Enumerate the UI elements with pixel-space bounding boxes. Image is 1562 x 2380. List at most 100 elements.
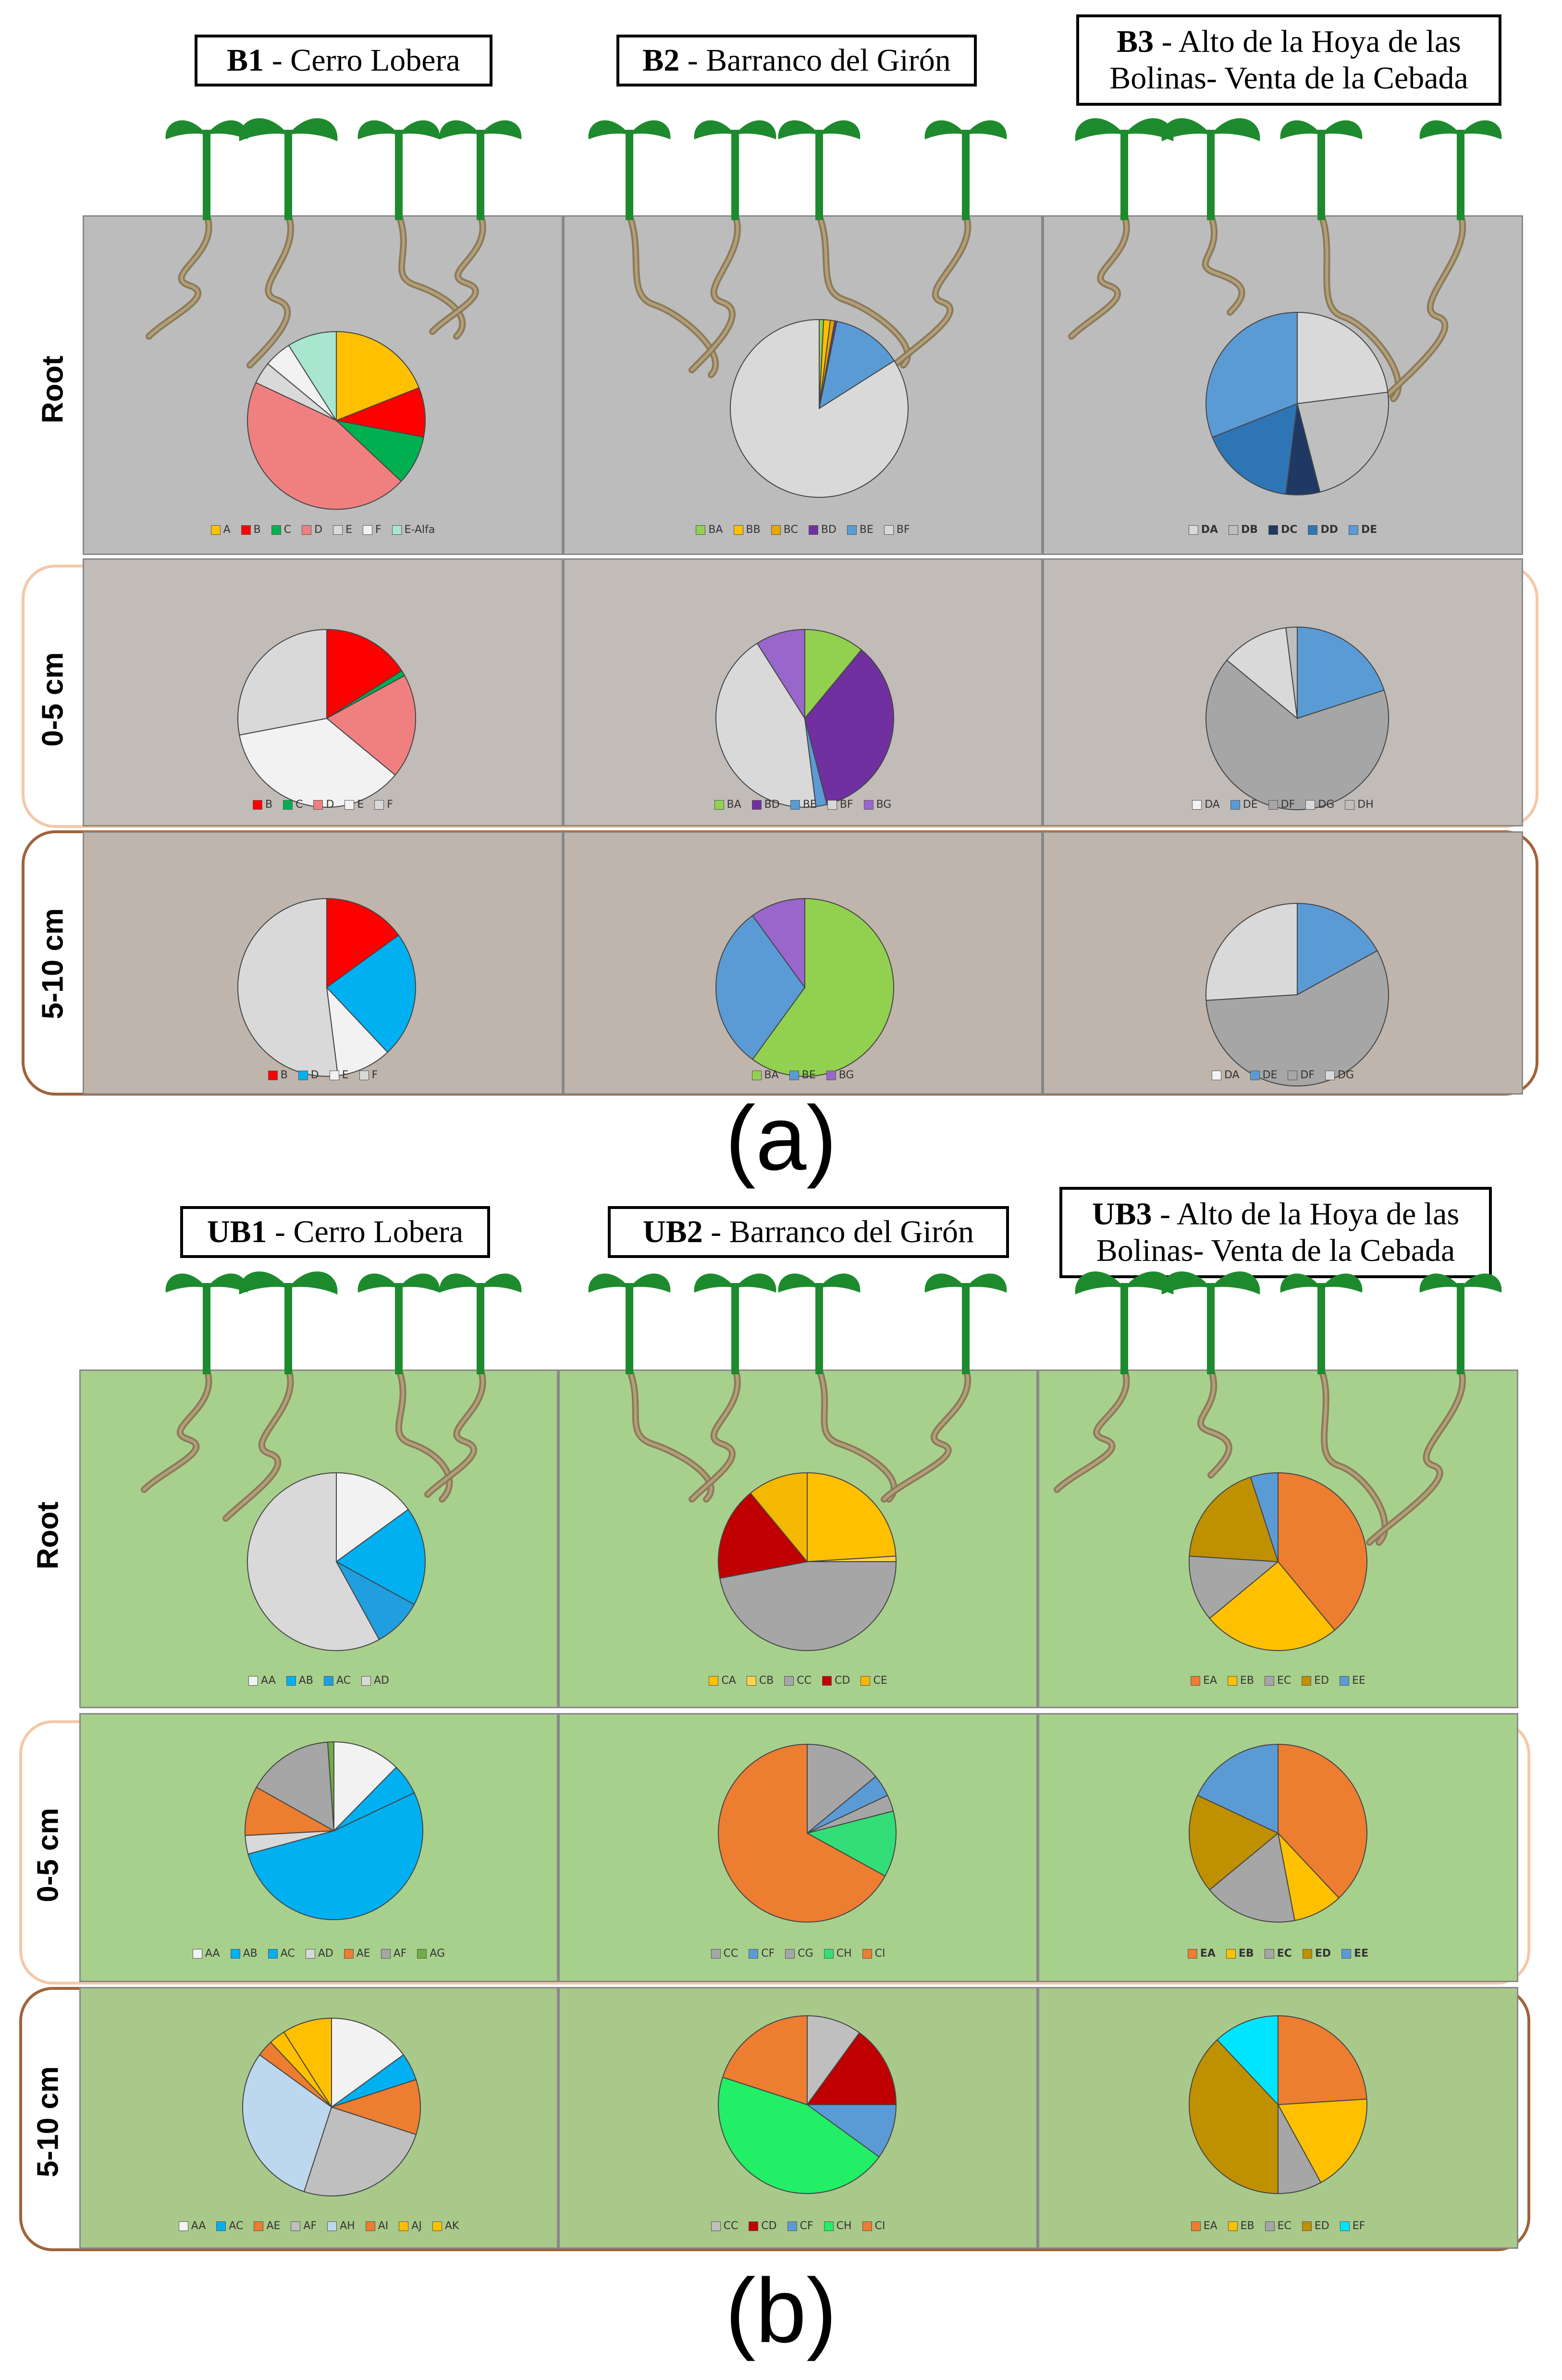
- legend-item: BG: [863, 799, 891, 811]
- legend-swatch: [323, 1676, 333, 1686]
- legend-item: DA: [1211, 1069, 1240, 1081]
- pie-slice-B: [326, 629, 403, 719]
- seedling-icon: [239, 118, 338, 369]
- pie-slice-AA: [331, 2017, 405, 2108]
- legend-swatch: [1228, 2221, 1238, 2231]
- legend-swatch: [1192, 800, 1202, 810]
- legend-swatch: [808, 525, 818, 535]
- pie-slice-BG: [756, 629, 805, 720]
- pie-slice-BE: [715, 914, 806, 1061]
- pie-slice-EB: [1277, 2098, 1368, 2183]
- legend-item: DE: [1348, 524, 1377, 536]
- pie-slice-BE: [818, 321, 895, 410]
- legend-label: AD: [373, 1675, 389, 1687]
- legend-swatch: [784, 1676, 794, 1686]
- legend-label: CB: [759, 1675, 774, 1687]
- pie-slice-E: [239, 717, 396, 808]
- pie-slice-EA: [1278, 2015, 1367, 2106]
- legend-swatch: [790, 800, 800, 810]
- seedling-icon: [881, 1273, 1007, 1503]
- legend-swatch: [1268, 525, 1279, 535]
- pie-slice-EE: [1197, 1743, 1279, 1834]
- legend-swatch: [1191, 1676, 1201, 1686]
- legend-item: DG: [1325, 1069, 1354, 1081]
- pie-chart-14: [1189, 1743, 1367, 1923]
- legend-swatch: [1340, 2221, 1350, 2231]
- pie-slice-F: [237, 898, 339, 1077]
- pie-legend-17: EA EB EC ED EF: [1062, 2220, 1494, 2232]
- legend-label: AH: [340, 2220, 355, 2232]
- pie-slice-CH: [806, 1810, 897, 1877]
- seedling-icon: [886, 120, 1007, 373]
- pie-slice-EC: [1278, 2104, 1322, 2195]
- legend-label: DC: [1281, 524, 1298, 536]
- legend-swatch: [374, 800, 384, 810]
- legend-label: BA: [764, 1069, 779, 1081]
- pie-chart-0: [247, 331, 426, 510]
- legend-swatch: [329, 1070, 339, 1080]
- legend-swatch: [1188, 525, 1198, 535]
- legend-swatch: [751, 1070, 762, 1080]
- legend-swatch: [271, 525, 281, 535]
- legend-item: BF: [827, 799, 853, 811]
- legend-item: BC: [771, 524, 798, 536]
- legend-item: C: [271, 524, 291, 536]
- pie-chart-15: [242, 2017, 421, 2196]
- legend-label: AG: [430, 1948, 445, 1960]
- legend-swatch: [1340, 1676, 1350, 1686]
- legend-item: DE: [1250, 1069, 1277, 1081]
- seedling-icon: [357, 120, 466, 340]
- pie-slice-EC: [1209, 1832, 1295, 1923]
- legend-label: AC: [336, 1675, 351, 1687]
- legend-label: CD: [835, 1675, 850, 1687]
- legend-item: E: [333, 524, 352, 536]
- legend-item: D: [302, 524, 322, 536]
- legend-label: CF: [799, 2220, 813, 2232]
- legend-swatch: [1268, 800, 1278, 810]
- pie-legend-11: EA EB EC ED EE: [1062, 1675, 1494, 1687]
- legend-label: BE: [802, 799, 817, 811]
- legend-label: A: [223, 524, 231, 536]
- legend-item: AD: [361, 1675, 389, 1687]
- title-b2-site: - Barranco del Girón: [679, 43, 951, 78]
- seedling-icon: [429, 120, 522, 335]
- legend-item: EE: [1340, 1675, 1365, 1687]
- pie-slice-B: [334, 387, 426, 438]
- legend-item: ED: [1302, 1948, 1331, 1960]
- pie-slice-EE: [1250, 1472, 1279, 1562]
- legend-swatch: [359, 1070, 369, 1080]
- legend-swatch: [711, 1948, 721, 1959]
- title-b3: B3 - Alto de la Hoya de las Bolinas- Ven…: [1076, 14, 1501, 106]
- title-ub1: UB1 - Cerro Lobera: [180, 1206, 490, 1258]
- legend-label: DH: [1357, 799, 1374, 811]
- legend-label: DE: [1242, 799, 1258, 811]
- legend-label: F: [375, 524, 381, 536]
- legend-label: EE: [1354, 1948, 1369, 1960]
- legend-item: CE: [861, 1675, 887, 1687]
- pie-legend-15: AA AC AE AF AH AI AJ AK: [103, 2220, 535, 2232]
- seedling-icon: [222, 1271, 338, 1522]
- pie-legend-2: DA DB DC DD DE: [1067, 524, 1499, 536]
- legend-swatch: [1302, 1948, 1312, 1959]
- legend-item: EF: [1340, 2220, 1365, 2232]
- legend-item: CC: [784, 1675, 812, 1687]
- legend-item: CD: [749, 2220, 777, 2232]
- seedling-icon: [146, 120, 248, 340]
- title-b3-code: B3: [1117, 24, 1154, 59]
- legend-swatch: [827, 800, 837, 810]
- legend-swatch: [1228, 1676, 1238, 1686]
- legend-label: CC: [723, 2220, 738, 2232]
- title-ub2-code: UB2: [642, 1214, 703, 1249]
- legend-label: AA: [205, 1948, 220, 1960]
- legend-label: CG: [798, 1948, 813, 1960]
- legend-item: CD: [822, 1675, 850, 1687]
- title-b3-site-line2: Bolinas- Venta de la Cebada: [1109, 61, 1468, 96]
- legend-swatch: [1230, 800, 1240, 810]
- seedling-icon: [778, 1273, 898, 1503]
- legend-item: EB: [1226, 1948, 1254, 1960]
- pie-slice-B: [326, 898, 400, 988]
- pie-slice-CA: [807, 1472, 897, 1563]
- pie-chart-17: [1189, 2015, 1368, 2195]
- legend-item: B: [253, 799, 272, 811]
